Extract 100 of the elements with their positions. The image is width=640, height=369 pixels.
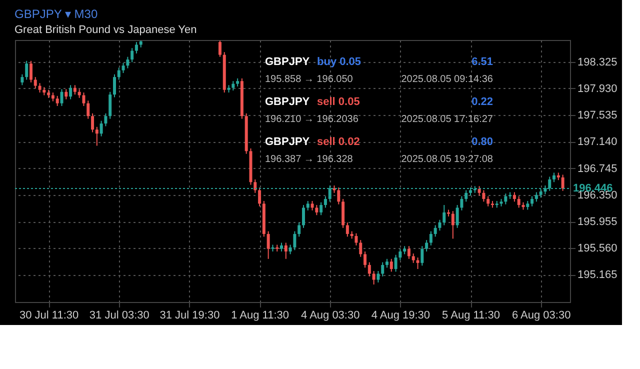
candlestick	[407, 246, 410, 260]
candlestick	[561, 174, 564, 192]
candlestick	[438, 219, 442, 232]
candlestick	[293, 230, 296, 251]
y-tick-label: 196.745	[578, 162, 618, 175]
annotation: sell 0.05	[317, 96, 360, 108]
candlestick	[134, 42, 138, 54]
candlestick	[122, 62, 125, 74]
y-tick-label: 198.325	[578, 56, 618, 68]
candlestick	[434, 224, 437, 238]
candlestick	[354, 232, 358, 246]
candlestick	[69, 84, 72, 100]
candlestick	[456, 204, 459, 228]
annotation: 196.210 → 196.2036	[265, 114, 359, 125]
annotation: GBPJPY	[265, 136, 310, 148]
y-tick-label: 197.140	[578, 136, 618, 148]
x-tick-label: 30 Jul 11:30	[20, 310, 79, 322]
candlestick	[368, 262, 371, 277]
candlestick	[130, 48, 134, 63]
candlestick	[266, 230, 270, 260]
candlestick	[108, 91, 112, 120]
candlestick	[302, 204, 305, 228]
annotation: 2025.08.05 09:14:36	[401, 74, 494, 85]
candlestick	[359, 240, 362, 258]
candlestick	[315, 204, 318, 216]
x-tick-label: 31 Jul 03:30	[89, 310, 150, 322]
candlestick	[394, 254, 398, 272]
candlestick	[451, 210, 454, 240]
candlestick	[478, 186, 481, 196]
x-tick-label: 4 Aug 03:30	[300, 310, 360, 322]
candlestick	[324, 196, 327, 208]
candlestick	[320, 202, 323, 216]
candlestick	[464, 190, 468, 202]
candlestick	[82, 92, 86, 107]
annotation: GBPJPY	[265, 56, 310, 68]
annotation: 0.22	[472, 96, 493, 108]
annotation: 2025.08.05 19:27:08	[401, 154, 494, 165]
candlestick	[112, 74, 116, 98]
y-tick-label: 195.165	[578, 269, 618, 282]
candlestick	[25, 60, 28, 80]
candlestick	[104, 112, 108, 127]
candlestick	[73, 84, 76, 96]
candlestick	[34, 76, 37, 89]
chart-subtitle: Great British Pound vs Japanese Yen	[14, 24, 197, 36]
candlestick	[486, 196, 490, 207]
annotation: GBPJPY	[265, 96, 310, 108]
candlestick	[95, 126, 98, 146]
candlestick	[482, 190, 486, 202]
candlestick	[381, 262, 384, 277]
candlestick	[416, 257, 420, 270]
candlestick	[442, 204, 446, 226]
candlestick	[298, 222, 301, 238]
y-tick-label: 197.535	[578, 110, 618, 122]
candlestick	[284, 242, 288, 260]
candlestick	[29, 60, 32, 83]
candlestick	[517, 196, 520, 208]
candlestick	[504, 193, 508, 205]
candlestick	[91, 112, 94, 133]
candlestick	[64, 88, 68, 100]
candlestick	[460, 196, 464, 211]
chart-title: GBPJPY ▾ M30	[14, 7, 98, 21]
annotation: 0.80	[472, 136, 493, 148]
annotation: buy 0.05	[317, 56, 362, 68]
candlestick	[364, 250, 367, 268]
x-tick-label: 6 Aug 03:30	[512, 310, 571, 322]
candlestick	[342, 198, 345, 228]
annotation: sell 0.02	[317, 136, 360, 148]
candlestick	[429, 230, 432, 246]
candlestick	[390, 258, 393, 272]
candlestick	[346, 222, 349, 238]
x-tick-label: 5 Aug 11:30	[442, 310, 500, 322]
annotation: 6.51	[472, 56, 493, 68]
y-tick-label: 195.955	[578, 216, 618, 228]
candlestick	[20, 74, 24, 86]
candlestick	[258, 187, 262, 207]
x-tick-label: 4 Aug 19:30	[371, 310, 430, 322]
candlestick	[126, 56, 130, 69]
x-tick-label: 31 Jul 19:30	[160, 310, 220, 322]
candlestick	[552, 172, 556, 183]
candlestick	[218, 40, 222, 58]
candlestick	[420, 246, 424, 266]
candlestick	[254, 178, 257, 194]
candlestick	[117, 67, 120, 80]
candlestick	[38, 82, 42, 94]
candlestick	[398, 248, 402, 261]
candlestick	[86, 100, 90, 120]
candlestick	[310, 200, 314, 211]
candlestick	[60, 88, 64, 107]
candlestick	[412, 253, 415, 264]
y-tick-label: 197.930	[578, 82, 618, 95]
candlestick	[288, 244, 292, 255]
candlestick	[232, 80, 235, 92]
annotation: 2025.08.05 17:16:27	[401, 114, 494, 125]
candlestick	[100, 120, 103, 137]
candlestick	[372, 270, 376, 285]
candlestick	[337, 187, 340, 205]
candlestick	[56, 95, 59, 107]
x-tick-label: 1 Aug 11:30	[231, 310, 289, 322]
y-tick-label: 195.560	[578, 242, 618, 255]
candlestick	[530, 196, 534, 207]
